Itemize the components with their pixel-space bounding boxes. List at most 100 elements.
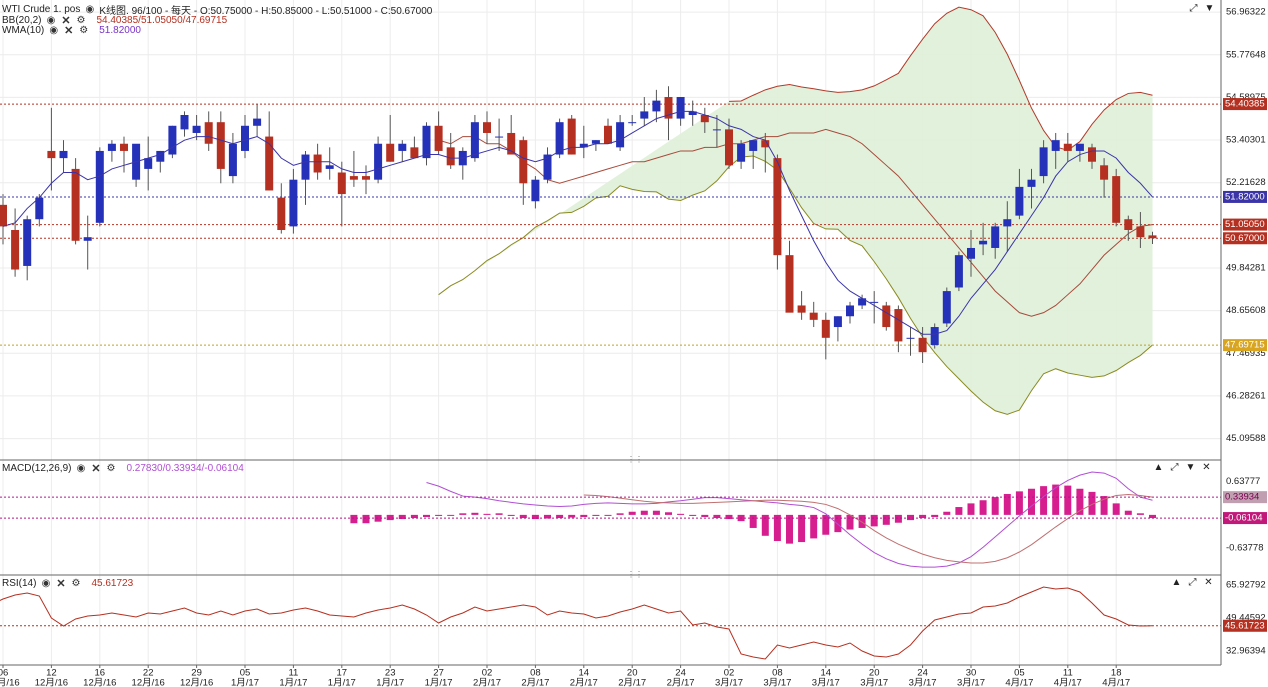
candle [83,215,92,270]
x-axis-day-label: 20 [627,668,638,679]
candle-body [1003,219,1012,227]
arrow-down-icon[interactable]: ▼ [1185,462,1196,473]
eye-icon[interactable]: ◉ [46,15,56,26]
symbol-label: WTI Crude 1. pos [2,4,81,15]
x-axis-day-label: 08 [772,668,783,679]
candle [47,107,56,191]
candle [846,301,854,324]
candle-body [180,115,189,130]
candle-body [325,165,334,169]
candle-body [289,179,298,227]
macd-line [426,471,1153,568]
panel-resize-handle[interactable]: ⋮⋮ [627,455,643,464]
candle-body [1075,143,1084,151]
close-icon[interactable]: ✕ [64,25,74,37]
expand-icon[interactable]: ⤢ [1189,3,1198,14]
candle-body [894,309,903,342]
x-axis-day-label: 12 [46,668,57,679]
candle [410,136,419,159]
candle-body [870,301,879,303]
eye-icon[interactable]: ◉ [41,578,51,589]
candle-body [628,122,637,124]
candle-body [821,319,830,338]
candle [809,301,818,328]
candle [374,136,383,184]
macd-histogram-bar [1100,496,1108,515]
close-icon[interactable]: ✕ [61,15,71,27]
macd-histogram-bar [592,514,600,516]
arrow-up-icon[interactable]: ▲ [1171,577,1182,588]
candle [1100,158,1109,198]
candle [483,111,491,144]
candle-body [833,316,842,328]
candle [495,118,504,151]
price-axis-tick: 47.46935 [1226,348,1266,359]
x-axis-day-label: 05 [240,668,251,679]
candle-body [1063,143,1072,151]
candle [628,115,637,126]
candle-body [265,136,274,191]
macd-histogram-bar [798,514,806,543]
rsi-value-tag-bg [1223,619,1267,632]
panel-frames [0,0,1222,666]
macd-histogram-bar [907,514,914,521]
candle-body [918,337,927,353]
x-axis-day-label: 30 [966,668,977,679]
candle-body [241,125,249,151]
candle-body [71,168,80,241]
macd-histogram-bar [689,514,697,516]
close-icon[interactable]: ✕ [1204,577,1213,588]
candle-body [470,122,479,159]
x-axis-month-label: 1月/17 [231,678,259,687]
candle-body [882,305,891,328]
eye-icon[interactable]: ◉ [49,25,59,36]
candle-body [725,129,733,166]
arrow-up-icon[interactable]: ▲ [1153,462,1164,473]
candle [289,168,298,234]
panel-resize-handle[interactable]: ⋮⋮ [627,570,643,579]
candle-body [616,122,625,148]
candle-body [688,111,697,115]
gear-icon[interactable]: ⚙ [79,25,89,36]
macd-histogram-bar [725,514,733,520]
candle [507,115,516,155]
candle-body [967,247,975,259]
close-icon[interactable]: ✕ [91,463,101,475]
price-level-tag: 51.82000 [1225,191,1265,202]
macd-histogram-bar [822,514,830,535]
eye-icon[interactable]: ◉ [85,4,95,15]
candle [700,107,709,133]
candle-body [337,172,346,195]
candle-body [555,122,564,155]
candle [942,287,951,328]
macd-value-tag-bg [1223,512,1267,525]
wma-legend-row: WMA(10) ◉ ✕ ⚙ 51.82000 [2,24,141,37]
macd-signal-line [583,493,1153,564]
price-axis-tick: 52.21628 [1226,177,1266,188]
expand-icon[interactable]: ⤢ [1188,577,1197,588]
x-axis-day-label: 11 [288,668,298,679]
macd-histogram-bar [786,514,793,544]
gear-icon[interactable]: ⚙ [106,463,116,474]
gear-icon[interactable]: ⚙ [76,15,86,26]
gear-icon[interactable]: ⚙ [71,578,81,589]
arrow-down-icon[interactable]: ▼ [1204,3,1215,14]
candle-body [954,255,963,288]
close-icon[interactable]: ✕ [56,578,66,590]
candle-body [761,140,770,148]
macd-histogram-bar [858,514,866,528]
rsi-chart[interactable] [0,586,1221,660]
macd-histogram-bar [1088,491,1096,515]
expand-icon[interactable]: ⤢ [1170,462,1179,473]
x-axis-month-label: 3月/17 [715,678,743,687]
macd-histogram-bar [459,513,467,515]
price-chart[interactable] [0,6,1221,415]
candle-body [168,125,177,155]
macd-panel-controls: ▲ ⤢ ▼ ✕ [1152,461,1213,474]
candle-body [386,143,395,162]
macd-chart[interactable] [0,471,1221,568]
macd-legend-row: MACD(12,26,9) ◉ ✕ ⚙ 0.27830/0.33934/-0.0… [2,462,244,475]
eye-icon[interactable]: ◉ [76,463,86,474]
close-icon[interactable]: ✕ [1202,462,1211,473]
candle-body [652,100,661,112]
